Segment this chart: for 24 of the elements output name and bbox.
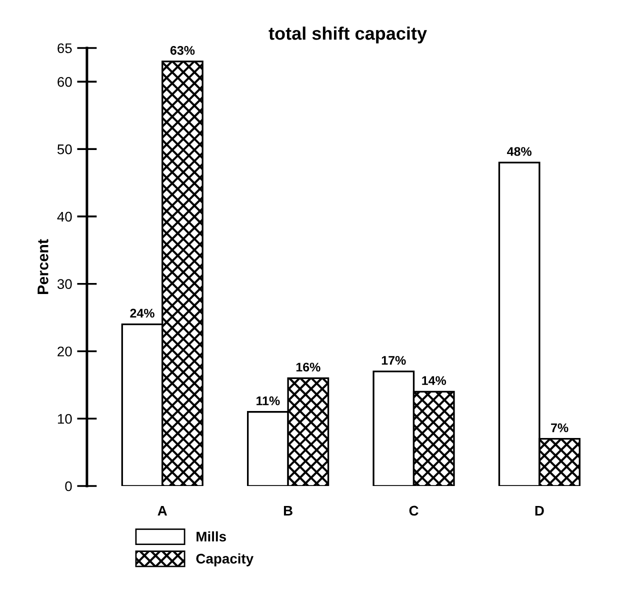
data-label: 24% (130, 308, 154, 318)
legend-label: Mills (196, 531, 226, 542)
data-label: 48% (507, 147, 532, 156)
x-tick-label: D (535, 506, 544, 516)
data-label: 17% (382, 356, 406, 365)
x-tick-label: A (158, 506, 168, 516)
y-tick-label: 50 (57, 144, 72, 154)
y-tick-label: 65 (58, 43, 72, 54)
data-label: 11% (256, 396, 280, 406)
y-tick-label: 20 (58, 346, 72, 356)
legend-label: Capacity (196, 553, 254, 566)
y-tick-label: 40 (57, 212, 72, 222)
data-label: 16% (296, 362, 320, 372)
y-tick-label: 60 (58, 77, 72, 87)
chart-title: total shift capacity (268, 26, 427, 44)
y-tick-label: 0 (65, 481, 72, 492)
data-label: 7% (551, 423, 568, 432)
y-tick-label: 30 (57, 279, 72, 290)
x-tick-label: B (284, 506, 292, 516)
x-tick-label: C (409, 506, 418, 516)
data-label: 63% (170, 46, 195, 55)
y-axis-title: Percent (38, 239, 48, 294)
y-tick-label: 10 (58, 414, 72, 424)
data-label: 14% (422, 376, 446, 385)
